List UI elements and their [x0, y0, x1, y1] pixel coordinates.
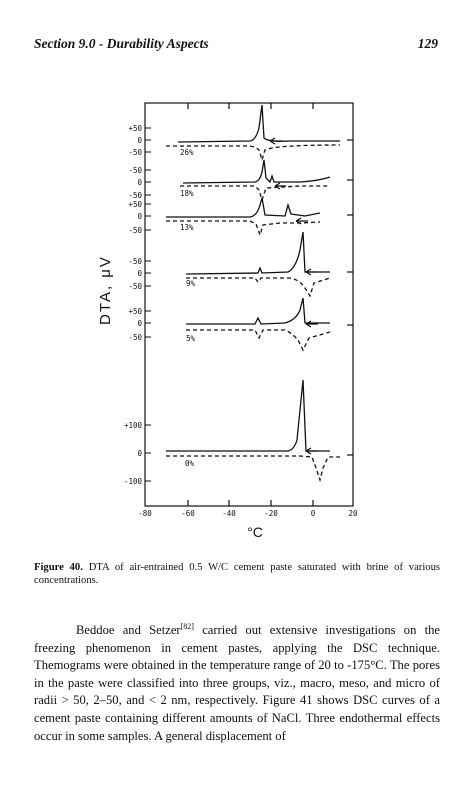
curve-label-0: 0% — [185, 459, 195, 468]
arrow-9 — [305, 268, 318, 276]
section-title: Section 9.0 - Durability Aspects — [34, 36, 209, 51]
tick-label: +50 — [128, 124, 142, 133]
curve-label-13: 13% — [180, 223, 194, 232]
panel-tick-marks — [145, 127, 151, 482]
dta-figure: +50 0 -50 -50 0 -50 +50 0 -50 -50 0 -50 … — [97, 102, 358, 540]
cooling-curve-5 — [186, 329, 331, 352]
caption-label: Figure 40. — [34, 562, 83, 573]
arrow-13 — [295, 217, 308, 225]
heating-curve-26 — [177, 104, 340, 143]
arrow-5 — [305, 320, 318, 328]
tick-label: 0 — [137, 212, 142, 221]
tick-label: 0 — [137, 449, 142, 458]
heating-curve-9 — [185, 231, 330, 275]
tick-label: +100 — [124, 421, 143, 430]
tick-label: -50 — [128, 282, 142, 291]
curve-label-5: 5% — [186, 334, 196, 343]
x-tick-labels: -80 -60 -40 -20 0 20 — [138, 509, 358, 518]
x-tick-label: -20 — [264, 509, 278, 518]
tick-label: -50 — [128, 148, 142, 157]
tick-label: +50 — [128, 307, 142, 316]
x-axis-label: °C — [247, 524, 263, 540]
tick-label: 0 — [137, 319, 142, 328]
figure-caption: Figure 40. DTA of air-entrained 0.5 W/C … — [34, 561, 440, 587]
heating-curve-18 — [182, 159, 331, 184]
tick-label: -50 — [128, 166, 142, 175]
x-tick-label: 20 — [348, 509, 358, 518]
dta-curves — [166, 104, 341, 483]
curve-label-9: 9% — [186, 279, 196, 288]
panel-tick-labels: +50 0 -50 -50 0 -50 +50 0 -50 -50 0 -50 … — [124, 124, 143, 486]
cooling-curve-9 — [186, 277, 331, 298]
arrow-18 — [274, 182, 286, 190]
cooling-curve-18 — [180, 185, 330, 203]
cooling-curve-13 — [166, 220, 321, 238]
concentration-labels: 26% 18% 13% 9% 5% 0% — [180, 148, 196, 468]
tick-label: 0 — [137, 136, 142, 145]
arrow-0 — [305, 447, 318, 455]
tick-label: -50 — [128, 191, 142, 200]
reference-marker: [82] — [180, 621, 194, 631]
paragraph-text: carried out extensive investigations on … — [34, 623, 440, 743]
x-tick-label: -40 — [222, 509, 236, 518]
plot-frame — [144, 102, 354, 507]
x-tick-label: -80 — [138, 509, 152, 518]
arrow-26 — [269, 137, 282, 145]
x-tick-label: 0 — [311, 509, 316, 518]
figure-frame — [144, 102, 354, 507]
tick-label: -50 — [128, 226, 142, 235]
tick-label: 0 — [137, 269, 142, 278]
tick-label: -50 — [128, 333, 142, 342]
cooling-curve-0 — [166, 455, 340, 483]
running-header: Section 9.0 - Durability Aspects 129 — [34, 36, 438, 54]
heating-curve-0 — [166, 379, 330, 452]
cooling-curve-26 — [166, 144, 341, 163]
curve-label-26: 26% — [180, 148, 194, 157]
body-paragraph: Beddoe and Setzer[82] carried out extens… — [34, 622, 440, 745]
tick-label: 0 — [137, 178, 142, 187]
y-axis-label: DTA, μV — [97, 255, 114, 325]
heating-curve-5 — [186, 297, 330, 325]
tick-label: -100 — [124, 477, 143, 486]
page-number: 129 — [417, 36, 438, 51]
caption-text: DTA of air-entrained 0.5 W/C cement past… — [34, 562, 440, 586]
tick-label: -50 — [128, 257, 142, 266]
heating-curve-13 — [166, 197, 321, 218]
tick-label: +50 — [128, 200, 142, 209]
paragraph-lead: Beddoe and Setzer — [76, 623, 181, 637]
x-tick-label: -60 — [181, 509, 195, 518]
curve-label-18: 18% — [180, 189, 194, 198]
